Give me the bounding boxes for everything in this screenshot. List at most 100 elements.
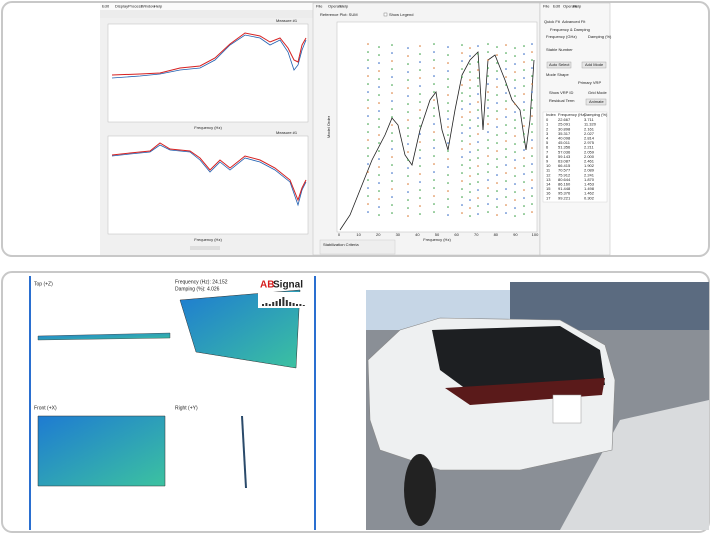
stability-marker <box>496 62 498 64</box>
stability-marker <box>523 109 525 111</box>
field-label: Mode Shape <box>546 72 569 77</box>
stability-marker <box>367 51 369 53</box>
stability-marker <box>447 142 449 144</box>
tab: Quick Fit <box>544 19 561 24</box>
stability-marker <box>487 75 489 77</box>
stability-marker <box>523 117 525 119</box>
stability-marker <box>523 125 525 127</box>
stability-marker <box>367 147 369 149</box>
stability-marker <box>461 188 463 190</box>
x-tick-label: 10 <box>356 232 361 237</box>
plot-title: Measure #1 <box>276 130 298 135</box>
table-cell: 59.143 <box>558 154 571 159</box>
btn-animate-bg[interactable] <box>585 98 607 106</box>
stability-marker <box>487 115 489 117</box>
sum-curve <box>339 51 535 231</box>
stability-marker <box>391 92 393 94</box>
stability-marker <box>514 79 516 81</box>
stability-marker <box>407 127 409 129</box>
stability-marker <box>496 126 498 128</box>
table-cell: 22.667 <box>558 117 571 122</box>
stability-marker <box>391 100 393 102</box>
table-cell: 40.098 <box>558 135 571 140</box>
table-cell: 30.898 <box>558 126 571 131</box>
stability-marker <box>419 149 421 151</box>
stability-marker <box>433 123 435 125</box>
btn-auto-bg[interactable] <box>546 61 572 69</box>
frequency-label: Frequency (Hz): 24.152 <box>175 279 228 285</box>
stability-marker <box>496 110 498 112</box>
stability-marker <box>367 155 369 157</box>
stability-marker <box>419 157 421 159</box>
stability-marker <box>391 188 393 190</box>
stability-marker <box>419 189 421 191</box>
stability-marker <box>407 55 409 57</box>
stability-marker <box>447 78 449 80</box>
criteria-label: Stabilization Criteria <box>323 242 359 247</box>
stability-marker <box>469 87 471 89</box>
stability-marker <box>469 191 471 193</box>
axis-label: Frequency (Hz) <box>423 237 451 242</box>
tab: Advanced Fit <box>562 19 586 24</box>
stability-marker <box>523 77 525 79</box>
stability-marker <box>487 163 489 165</box>
stability-marker <box>487 171 489 173</box>
stability-marker <box>378 94 380 96</box>
table-cell: 2.241 <box>584 172 595 177</box>
table-cell: 1 <box>546 122 549 127</box>
stability-marker <box>496 94 498 96</box>
stability-marker <box>514 95 516 97</box>
stability-marker <box>531 123 533 125</box>
stability-marker <box>514 103 516 105</box>
stability-marker <box>531 59 533 61</box>
stability-marker <box>514 71 516 73</box>
stability-marker <box>469 207 471 209</box>
table-cell: 3 <box>546 131 549 136</box>
menu-item: Help <box>340 4 349 9</box>
stability-marker <box>419 213 421 215</box>
menu-item: Display <box>115 4 128 9</box>
stability-marker <box>514 215 516 217</box>
logo-bar <box>296 304 298 306</box>
stability-marker <box>378 214 380 216</box>
stability-marker <box>407 135 409 137</box>
table-cell: 75.912 <box>558 172 571 177</box>
stability-marker <box>487 67 489 69</box>
stability-marker <box>487 187 489 189</box>
stability-marker <box>407 167 409 169</box>
stability-marker <box>419 173 421 175</box>
stability-marker <box>378 46 380 48</box>
stability-marker <box>487 107 489 109</box>
stability-marker <box>407 183 409 185</box>
stability-marker <box>378 134 380 136</box>
front-view-mesh <box>37 415 166 487</box>
stability-marker <box>419 205 421 207</box>
stability-marker <box>461 132 463 134</box>
photo-plate <box>552 394 582 424</box>
stability-marker <box>469 215 471 217</box>
field-label: Frequency (GHz) <box>546 34 577 39</box>
stability-marker <box>514 135 516 137</box>
stability-marker <box>461 108 463 110</box>
table-cell: 8 <box>546 154 549 159</box>
stability-marker <box>461 116 463 118</box>
axis-label: Frequency (Hz) <box>194 125 222 130</box>
stability-marker <box>419 101 421 103</box>
stability-marker <box>505 212 507 214</box>
table-cell: 2.027 <box>584 131 595 136</box>
stability-marker <box>496 158 498 160</box>
stability-marker <box>407 47 409 49</box>
logo-bar <box>292 303 295 306</box>
stability-marker <box>505 116 507 118</box>
stability-marker <box>514 47 516 49</box>
stability-marker <box>477 133 479 135</box>
curve-fit <box>111 34 307 79</box>
btn-add-bg[interactable] <box>581 61 607 69</box>
stability-marker <box>378 118 380 120</box>
stability-marker <box>407 111 409 113</box>
scrollbar[interactable] <box>190 246 220 250</box>
stability-marker <box>367 83 369 85</box>
top-view-mesh <box>37 332 171 341</box>
checkbox-label: Show VRP ID <box>549 90 573 95</box>
stability-marker <box>407 143 409 145</box>
